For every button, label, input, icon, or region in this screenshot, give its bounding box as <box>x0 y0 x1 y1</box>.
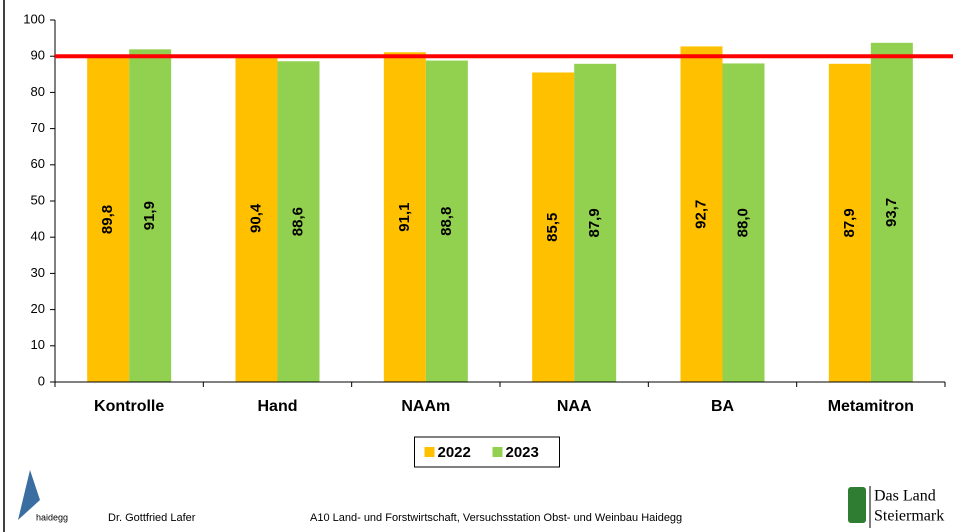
x-tick-label: Hand <box>258 398 298 415</box>
bar <box>870 42 913 382</box>
bar <box>532 72 575 383</box>
x-tick-label: BA <box>711 398 735 415</box>
y-tick-label: 40 <box>31 229 45 244</box>
value-label: 92,7 <box>692 200 709 229</box>
y-tick-label: 80 <box>31 84 45 99</box>
bar <box>425 60 468 382</box>
value-label: 91,1 <box>396 203 413 232</box>
logo-right-icon <box>848 487 866 523</box>
logo-right-text: Das Land <box>874 488 936 505</box>
logo-left-text: haidegg <box>36 512 68 522</box>
value-label: 88,0 <box>734 208 751 237</box>
legend-swatch <box>424 447 435 457</box>
author: Dr. Gottfried Lafer <box>108 512 196 524</box>
y-tick-label: 50 <box>31 192 45 207</box>
value-label: 93,7 <box>883 198 900 227</box>
logo-left-icon <box>18 470 40 520</box>
y-tick-label: 70 <box>31 120 45 135</box>
logo-right-text: Steiermark <box>874 508 944 525</box>
bar <box>235 54 278 382</box>
bar <box>87 56 130 382</box>
institution: A10 Land- und Forstwirtschaft, Versuchss… <box>310 512 682 524</box>
legend-swatch <box>492 447 503 457</box>
bar <box>383 52 426 383</box>
value-label: 88,8 <box>438 207 455 236</box>
y-tick-label: 60 <box>31 156 45 171</box>
value-label: 90,4 <box>247 203 264 233</box>
value-label: 87,9 <box>586 208 603 237</box>
y-tick-label: 90 <box>31 48 45 63</box>
bar <box>277 61 320 382</box>
x-tick-label: NAA <box>557 398 592 415</box>
value-label: 88,6 <box>289 207 306 236</box>
bar <box>574 63 617 382</box>
legend-label: 2022 <box>438 444 471 461</box>
bar <box>722 63 765 382</box>
y-tick-label: 20 <box>31 301 45 316</box>
x-tick-label: Kontrolle <box>94 398 164 415</box>
value-label: 91,9 <box>141 201 158 230</box>
value-label: 85,5 <box>544 213 561 242</box>
y-tick-label: 100 <box>23 11 45 26</box>
x-tick-label: Metamitron <box>828 398 914 415</box>
legend-box <box>414 436 560 468</box>
y-tick-label: 10 <box>31 337 45 352</box>
value-label: 89,8 <box>99 205 116 234</box>
legend-label: 2023 <box>506 444 539 461</box>
bar <box>129 49 172 383</box>
value-label: 87,9 <box>841 208 858 237</box>
bar <box>828 63 871 382</box>
x-tick-label: NAAm <box>401 398 450 415</box>
bar <box>680 46 723 383</box>
y-tick-label: 30 <box>31 265 45 280</box>
y-tick-label: 0 <box>38 373 45 388</box>
